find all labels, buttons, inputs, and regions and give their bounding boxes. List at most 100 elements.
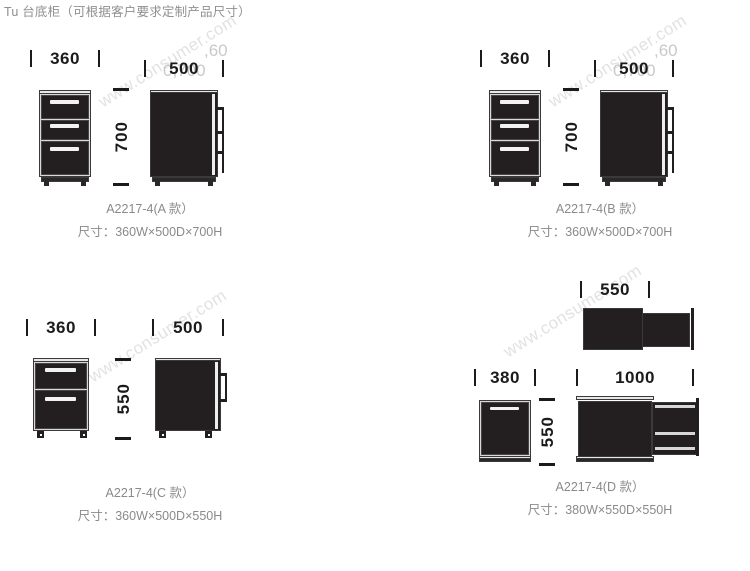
cabinet-foot: [81, 181, 86, 186]
assembly-right-edge-d: [696, 398, 699, 456]
drawer-handle: [45, 396, 76, 401]
tick-mark: [580, 280, 582, 298]
side-rail: [672, 107, 674, 131]
cabinet-front-d: [479, 400, 531, 457]
dimension-width-a: 360: [30, 48, 100, 68]
dimension-value: 500: [169, 58, 199, 78]
drawer-handle: [500, 123, 529, 128]
cabinet-caster: [159, 431, 166, 438]
cabinet-foot: [44, 181, 49, 186]
drawer-handle: [500, 147, 529, 152]
tick-mark: [534, 368, 536, 386]
tick-mark: [648, 280, 650, 298]
tick-mark: [26, 318, 28, 336]
cabinet-caster: [205, 431, 212, 438]
side-drawer-mark: [216, 151, 224, 154]
drawer-3: [491, 141, 539, 175]
drawer-handle: [50, 147, 79, 152]
dimension-value: 550: [113, 383, 133, 415]
dimension-plan-d: 550: [580, 279, 650, 299]
side-rail: [672, 151, 674, 173]
tick-mark: [672, 59, 674, 77]
product-card-d: 550 380 1000 550 A2217-4(D 款） 尺寸：380W: [450, 270, 750, 540]
tick-mark: [576, 368, 578, 386]
side-drawer-mark: [666, 107, 674, 110]
side-drawer-mark: [666, 151, 674, 154]
plan-view-left-d: [583, 308, 643, 350]
shelf-divider: [655, 405, 695, 408]
cabinet-foot: [531, 181, 536, 186]
cabinet-foot: [208, 181, 213, 186]
drawer-handle: [500, 99, 529, 104]
shelf-divider: [655, 432, 695, 435]
product-size: 尺寸：380W×550D×550H: [527, 503, 673, 518]
cabinet-front-a: [39, 93, 91, 177]
tick-mark: [480, 49, 482, 67]
dimension-width-d: 380: [474, 367, 536, 387]
product-size: 尺寸：360W×500D×700H: [77, 225, 223, 240]
side-rail: [222, 107, 224, 131]
product-model: A2217-4(A 款）: [106, 202, 194, 216]
assembly-plinth-d: [576, 458, 654, 462]
side-drawer-mark: [219, 399, 227, 402]
dimension-value: 360: [50, 48, 80, 68]
tick-mark: [539, 398, 555, 401]
dimension-value: 500: [173, 317, 203, 337]
dimension-value: 700: [111, 121, 131, 153]
cabinet-plinth-b: [491, 177, 539, 186]
assembly-top-board-d: [576, 396, 654, 400]
tick-mark: [152, 318, 154, 336]
product-card-b: 360 500 ,60 0,700 700 A2217-4(B 款）: [450, 0, 750, 250]
dimension-height-b: 700: [560, 88, 582, 186]
product-card-a: 360 500 ,60 0,700 700: [0, 0, 300, 250]
dimension-value: 1000: [615, 367, 655, 387]
cabinet-caster: [37, 431, 44, 438]
tick-mark: [98, 49, 100, 67]
product-model: A2217-4(B 款）: [555, 202, 645, 216]
side-rail: [222, 131, 224, 151]
dimension-value: 380: [490, 367, 520, 387]
caption-b: A2217-4(B 款） 尺寸：360W×500D×700H: [450, 198, 750, 244]
tick-mark: [563, 183, 579, 186]
tick-mark: [563, 88, 579, 91]
tick-mark: [474, 368, 476, 386]
tick-mark: [30, 49, 32, 67]
tick-mark: [548, 49, 550, 67]
dimension-depth-b: 500: [594, 58, 674, 78]
cabinet-front-c: [33, 361, 89, 431]
dimension-value: 550: [600, 279, 630, 299]
dimension-value: 360: [500, 48, 530, 68]
cabinet-foot: [155, 181, 160, 186]
assembly-left-block-d: [578, 401, 652, 457]
dimension-height-d: 550: [536, 398, 558, 466]
side-rail: [672, 131, 674, 151]
tick-mark: [222, 318, 224, 336]
assembly-shelf-unit-d: [652, 402, 698, 455]
dimension-depth-a: 500: [144, 58, 224, 78]
cabinet-side-plinth-b: [602, 177, 666, 186]
drawer-1: [481, 402, 529, 455]
drawer-2: [491, 120, 539, 140]
tick-mark: [113, 183, 129, 186]
drawer-handle: [50, 123, 79, 128]
dimension-width-c: 360: [26, 317, 96, 337]
tick-mark: [594, 59, 596, 77]
page-title: Tu 台底柜（可根据客户要求定制产品尺寸）: [4, 5, 251, 19]
caption-d: A2217-4(D 款） 尺寸：380W×550D×550H: [450, 476, 750, 522]
tick-mark: [691, 368, 694, 386]
cabinet-side-c: [155, 360, 227, 431]
side-drawer-mark: [666, 131, 674, 134]
tick-mark: [94, 318, 96, 336]
cabinet-plinth-a: [41, 177, 89, 186]
dimension-assembly-d: 1000: [576, 367, 694, 387]
product-card-c: 360 500 550 A2217-4(C 款） 尺寸：360W×500D×55…: [0, 300, 300, 540]
cabinet-caster: [80, 431, 87, 438]
drawer-handle: [490, 407, 519, 411]
caption-c: A2217-4(C 款） 尺寸：360W×500D×550H: [0, 482, 300, 528]
dimension-value: 550: [537, 416, 557, 448]
drawer-1: [35, 363, 87, 389]
dimension-height-c: 550: [112, 358, 134, 440]
dimension-value: 500: [619, 58, 649, 78]
side-edge-strip: [212, 94, 215, 175]
side-drawer-mark: [219, 373, 227, 376]
